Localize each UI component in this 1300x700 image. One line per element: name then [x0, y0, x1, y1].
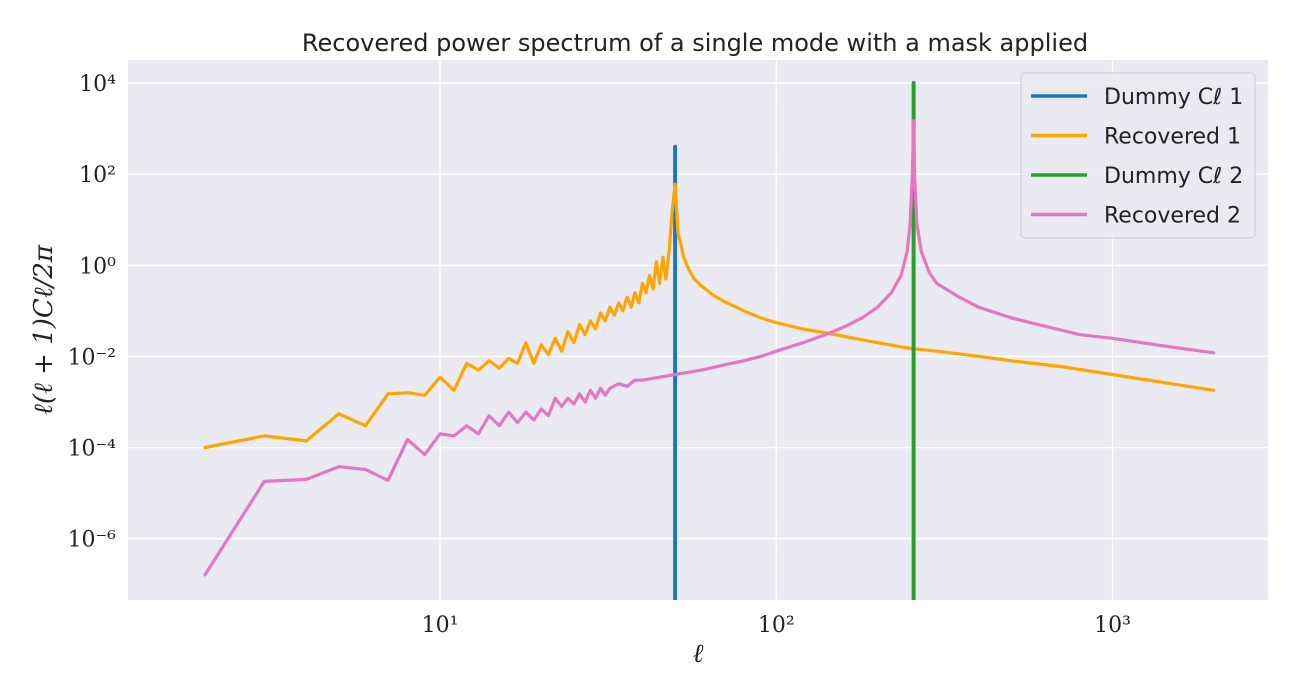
legend: Dummy Cℓ 1 Recovered 1 Dummy Cℓ 2 Recovered…	[1020, 72, 1256, 239]
series-line-4	[203, 119, 1216, 577]
y-tick-label: 10⁻²	[68, 345, 116, 370]
legend-label: Recovered 1	[1104, 125, 1241, 150]
legend-label: Recovered 2	[1104, 204, 1241, 229]
legend-box	[1020, 72, 1256, 239]
tick-labels: 10¹ 10² 10³ 10⁻⁶ 10⁻⁴ 10⁻² 10⁰ 10² 10⁴	[68, 72, 1131, 638]
y-tick-label: 10²	[79, 163, 116, 188]
y-tick-label: 10⁴	[79, 72, 116, 97]
x-tick-label: 10²	[758, 613, 795, 638]
y-tick-label: 10⁰	[79, 254, 116, 279]
y-axis-label: ℓ(ℓ + 1)Cℓ/2π	[29, 244, 59, 415]
chart-title: Recovered power spectrum of a single mod…	[302, 29, 1088, 57]
y-tick-label: 10⁻⁴	[68, 437, 117, 462]
x-axis-label: ℓ	[693, 639, 704, 669]
x-tick-label: 10¹	[422, 613, 459, 638]
legend-label: Dummy Cℓ 2	[1104, 164, 1243, 189]
x-tick-label: 10³	[1094, 613, 1131, 638]
legend-label: Dummy Cℓ 1	[1104, 85, 1243, 110]
series-line-2	[203, 182, 1216, 450]
series-layer	[203, 81, 1216, 600]
y-tick-label: 10⁻⁶	[68, 528, 117, 553]
